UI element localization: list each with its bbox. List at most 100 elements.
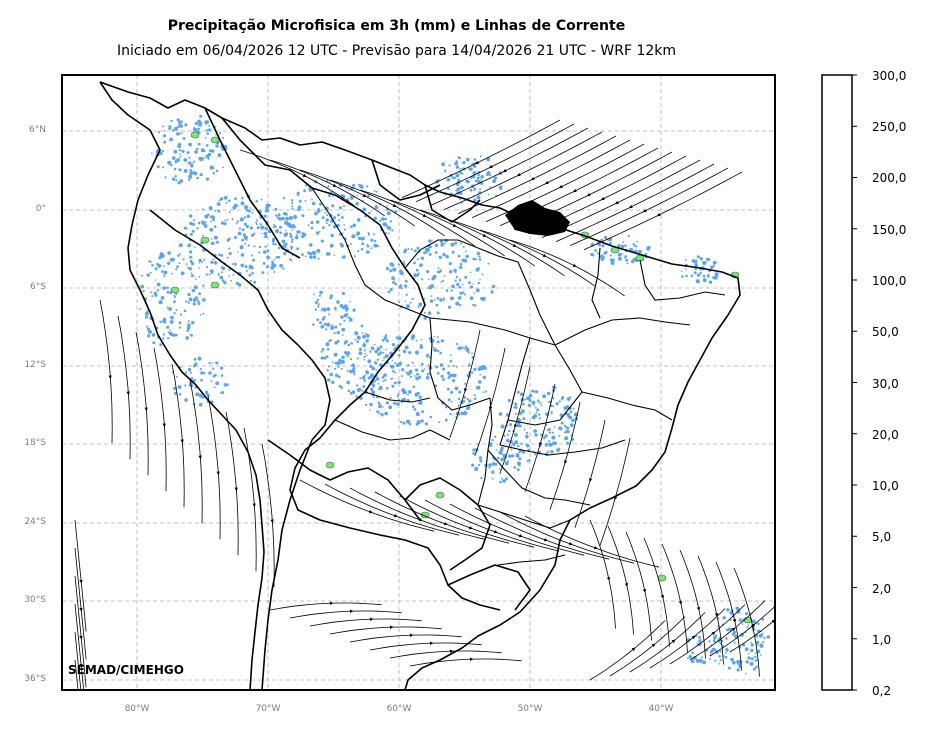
rain-cell	[451, 373, 455, 377]
rain-cell	[759, 654, 762, 656]
rain-cell	[405, 371, 408, 374]
rain-cell	[638, 250, 640, 253]
rain-cell	[215, 381, 220, 386]
rain-cell	[212, 374, 216, 378]
rain-cell	[200, 371, 204, 375]
rain-cell	[494, 435, 497, 438]
rain-cell	[274, 243, 277, 246]
rain-cell	[210, 220, 212, 223]
rain-cell	[320, 356, 324, 360]
rain-cell	[474, 467, 479, 471]
map-title: Precipitação Microfisica em 3h (mm) e Li…	[167, 18, 626, 34]
rain-cell	[547, 401, 550, 403]
rain-cell	[281, 216, 285, 221]
rain-cell	[449, 413, 452, 416]
rain-cell	[698, 658, 703, 663]
rain-cell	[447, 376, 451, 379]
rain-cell	[401, 375, 403, 378]
rain-cell	[685, 274, 688, 278]
streamline	[74, 547, 87, 660]
rain-cell	[757, 622, 760, 626]
rain-cell	[457, 178, 460, 182]
rain-cell	[485, 390, 488, 393]
rain-cell	[695, 659, 700, 663]
rain-cell	[555, 402, 559, 406]
streamline	[599, 437, 631, 546]
rain-cell	[240, 201, 245, 206]
rain-cell	[334, 341, 339, 345]
rain-cell	[362, 334, 366, 339]
rain-cell	[355, 384, 359, 387]
rain-cell	[356, 231, 361, 236]
rain-cell	[341, 291, 346, 296]
rain-cell	[256, 226, 260, 230]
streamline-arrow	[488, 164, 493, 169]
rain-cell	[217, 153, 222, 158]
rain-cell	[488, 466, 491, 469]
rain-cell	[745, 612, 749, 616]
rain-cell	[232, 205, 237, 210]
rain-cell	[146, 327, 150, 331]
streamline	[625, 531, 652, 641]
streamline-arrow	[606, 577, 611, 581]
rain-cell	[491, 470, 495, 474]
rain-cell	[273, 271, 276, 273]
rain-cell	[210, 380, 213, 383]
streamline-arrow	[572, 188, 577, 193]
rain-cell	[177, 254, 180, 257]
rain-cell	[533, 404, 535, 406]
rain-cell	[551, 435, 556, 440]
rain-cell	[361, 332, 364, 334]
rain-cell	[453, 268, 457, 273]
rain-cell	[408, 351, 412, 355]
rain-cell	[708, 280, 713, 284]
rain-cell	[156, 165, 160, 169]
rain-cell	[455, 173, 460, 178]
rain-cell	[373, 216, 378, 220]
rain-cell	[172, 129, 175, 132]
rain-cell	[479, 188, 482, 191]
rain-cell	[228, 211, 231, 214]
rain-cell	[724, 655, 728, 659]
rain-cell	[279, 231, 283, 234]
rain-cell	[516, 468, 520, 472]
streamline	[499, 365, 531, 474]
streamline-arrow	[568, 542, 573, 546]
rain-cell	[356, 388, 361, 392]
rain-cell	[761, 632, 764, 635]
rain-cell	[729, 618, 732, 622]
rain-cell	[340, 359, 345, 364]
rain-cell	[452, 379, 456, 383]
rain-cell	[504, 435, 506, 438]
rain-cell	[691, 259, 696, 263]
rain-cell	[445, 255, 449, 259]
rain-cell	[469, 271, 472, 274]
rain-cell	[418, 402, 421, 405]
rain-cell	[203, 157, 206, 160]
rain-cell	[188, 178, 191, 182]
rain-cell	[197, 221, 201, 225]
rain-cell	[193, 285, 198, 290]
streamline	[324, 483, 460, 536]
rain-cell	[428, 253, 432, 256]
streamline	[329, 179, 445, 237]
rain-cell	[349, 369, 353, 374]
rain-cell	[480, 365, 483, 368]
rain-cell	[693, 271, 697, 275]
streamline-arrow	[180, 439, 184, 444]
rain-cell	[518, 463, 521, 467]
map-frame	[61, 74, 776, 691]
rain-cell	[320, 309, 323, 312]
rain-cell	[178, 243, 183, 248]
rain-cell	[185, 227, 188, 230]
rain-cell	[195, 147, 199, 151]
rain-cell	[211, 362, 213, 364]
rain-cell	[347, 389, 351, 393]
rain-cell	[524, 398, 527, 401]
rain-cell	[376, 358, 379, 361]
streamline-arrow	[572, 263, 577, 267]
rain-cell	[410, 248, 413, 251]
rain-cell	[189, 169, 193, 172]
rain-cell	[169, 137, 174, 142]
rain-cell	[375, 368, 378, 371]
